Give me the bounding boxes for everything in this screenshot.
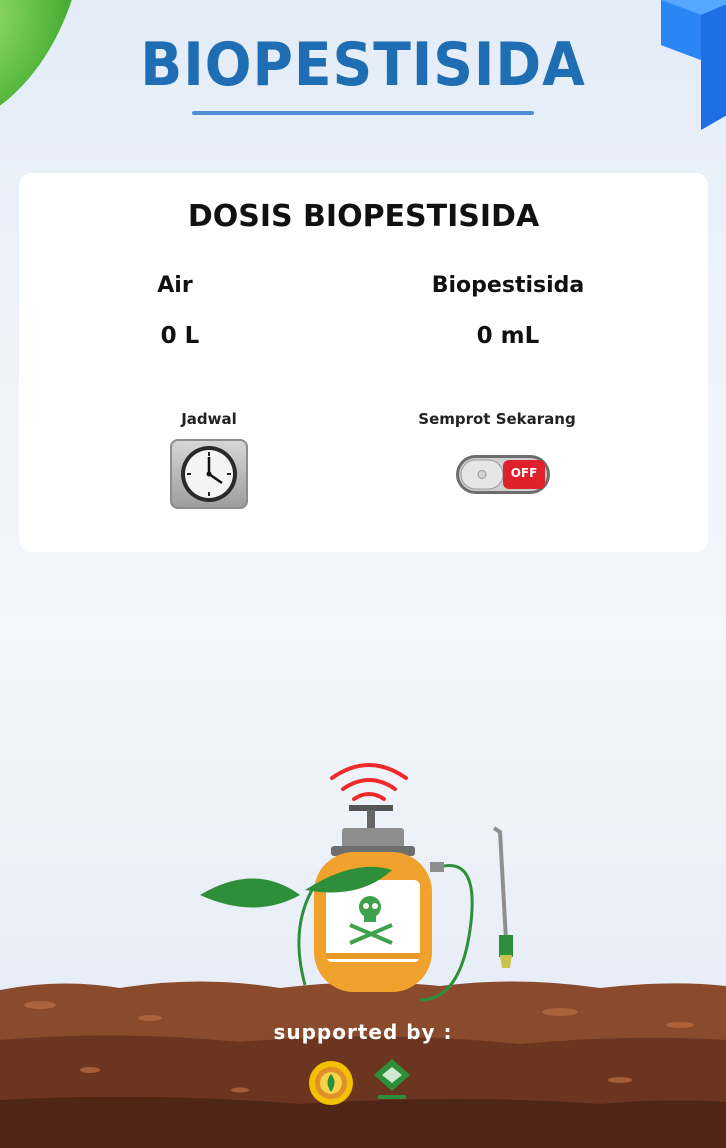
- jadwal-label: Jadwal: [181, 410, 237, 428]
- app-title: BIOPESTISIDA: [140, 30, 586, 100]
- title-underline: [192, 111, 534, 115]
- dosage-card: DOSIS BIOPESTISIDA Air 0 L Biopestisida …: [19, 173, 708, 552]
- clock-icon: [181, 446, 237, 502]
- biopestisida-value: 0 mL: [476, 323, 540, 349]
- air-label: Air: [157, 273, 193, 298]
- partner-logo-1: [309, 1061, 353, 1105]
- skull-icon: [359, 896, 381, 922]
- semprot-toggle[interactable]: OFF: [455, 454, 551, 495]
- cube-decoration: [661, 0, 726, 130]
- card-title: DOSIS BIOPESTISIDA: [187, 199, 540, 234]
- supported-by-text: supported by :: [273, 1020, 453, 1044]
- wifi-icon: [330, 763, 408, 801]
- toggle-state-text: OFF: [510, 466, 538, 480]
- biopestisida-label: Biopestisida: [431, 273, 585, 298]
- air-value: 0 L: [160, 323, 200, 349]
- jadwal-button[interactable]: [170, 439, 248, 509]
- partner-logo-2: [374, 1059, 410, 1099]
- semprot-label: Semprot Sekarang: [418, 410, 576, 428]
